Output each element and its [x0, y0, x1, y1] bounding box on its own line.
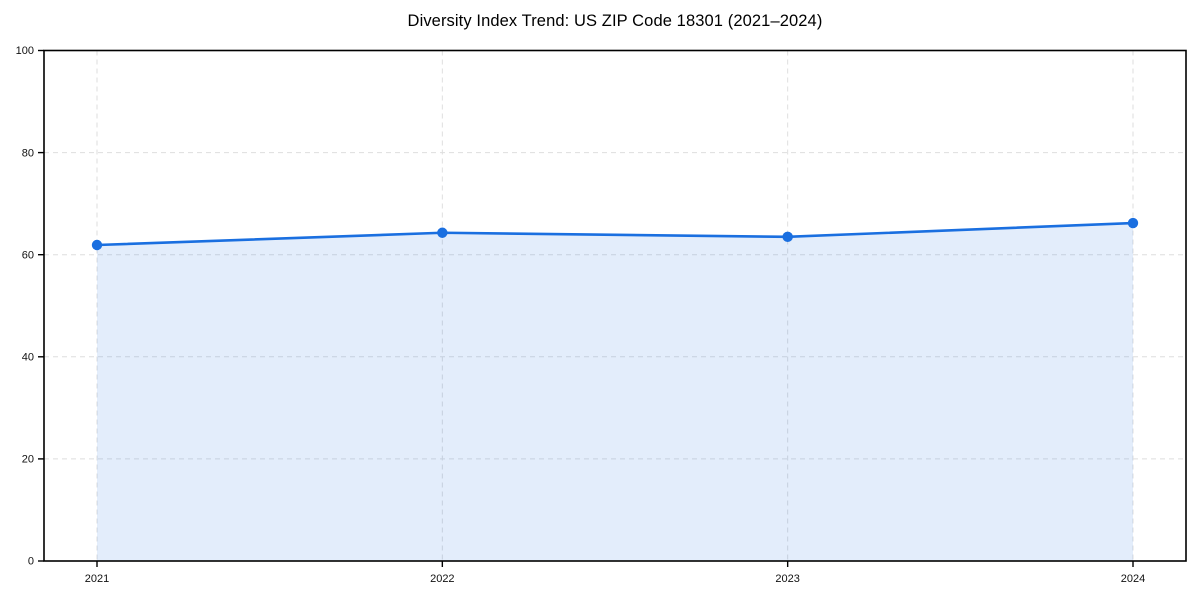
trend-line	[95, 221, 1135, 247]
x-tick-label: 2023	[775, 573, 799, 585]
y-tick-label: 40	[22, 352, 34, 364]
y-tick-label: 100	[16, 45, 34, 57]
y-tick-label: 0	[28, 556, 34, 568]
area-fill	[97, 223, 1133, 561]
data-point-marker-2024	[1127, 217, 1139, 229]
y-tick-label: 20	[22, 454, 34, 466]
x-tick-label: 2021	[85, 573, 109, 585]
x-tick-label: 2022	[430, 573, 454, 585]
data-point-marker-2021	[91, 239, 103, 251]
data-point-marker-2022	[437, 227, 448, 238]
chart-title: Diversity Index Trend: US ZIP Code 18301…	[407, 12, 823, 30]
plot-border	[43, 49, 1187, 562]
x-tick-label: 2024	[1121, 573, 1145, 585]
y-tick-label: 60	[22, 249, 34, 261]
data-point-marker-2023	[782, 231, 793, 243]
y-tick-label: 80	[22, 147, 34, 159]
